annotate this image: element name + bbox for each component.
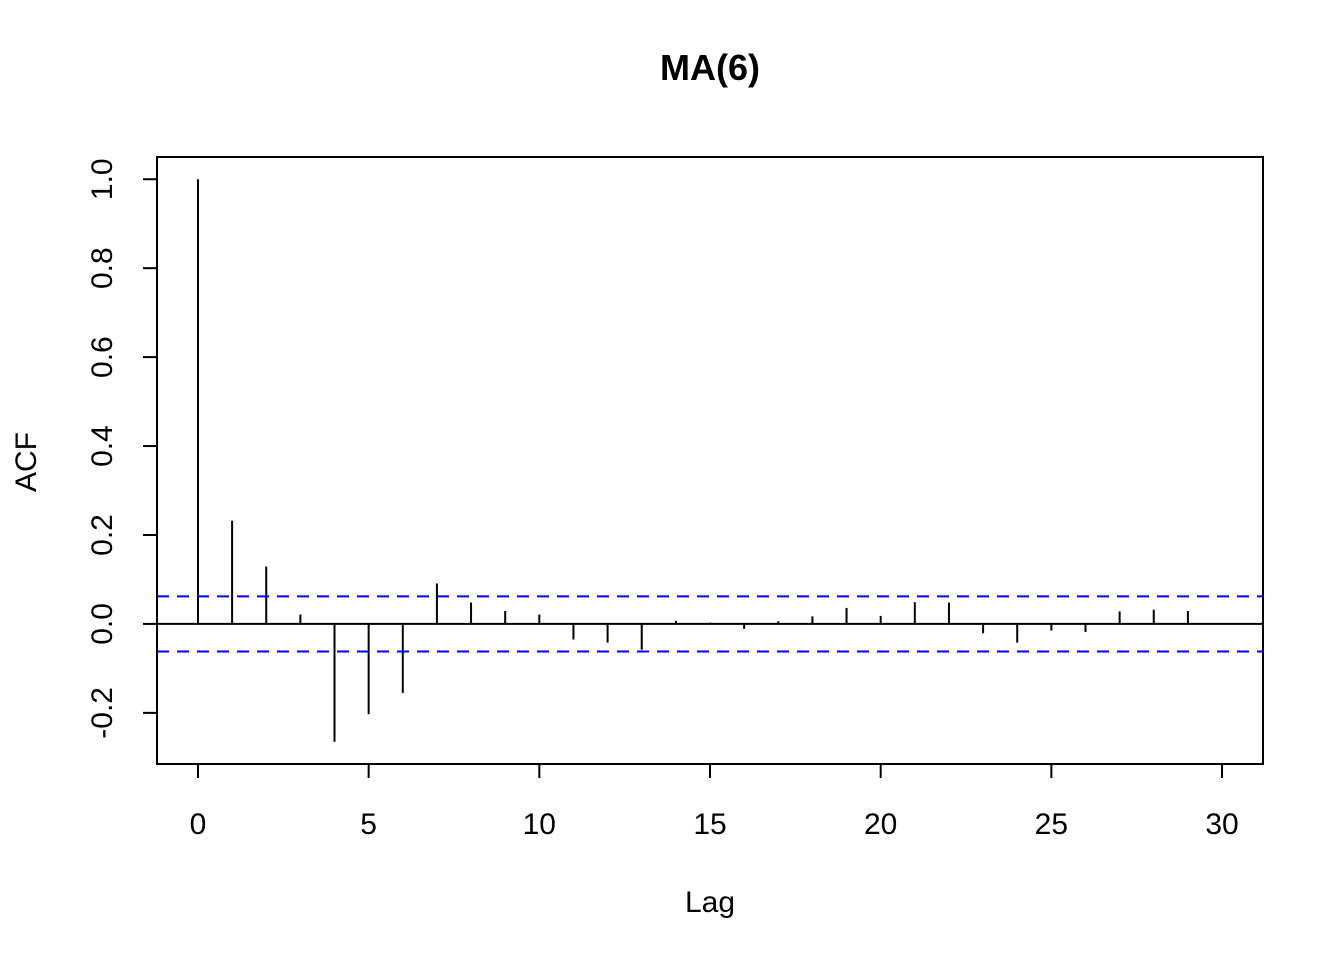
y-axis-label: ACF	[10, 432, 43, 492]
x-axis-label: Lag	[685, 886, 735, 919]
x-tick-label: 20	[864, 808, 897, 841]
x-tick-label: 0	[190, 808, 207, 841]
x-tick-label: 5	[360, 808, 377, 841]
y-tick-label: 0.4	[86, 425, 119, 467]
y-tick-label: 1.0	[86, 158, 119, 200]
y-axis: -0.2 0.0 0.2 0.4 0.6 0.8 1.0	[86, 158, 158, 739]
y-tick-label: 0.0	[86, 603, 119, 645]
x-axis: 0 5 10 15 20 25 30	[190, 763, 1239, 841]
y-tick-label: 0.6	[86, 336, 119, 378]
x-tick-label: 10	[523, 808, 556, 841]
x-tick-label: 30	[1205, 808, 1238, 841]
confidence-bounds	[157, 595, 1263, 653]
x-tick-label: 25	[1035, 808, 1068, 841]
acf-bars	[157, 179, 1263, 742]
y-tick-label: 0.2	[86, 514, 119, 556]
chart-title: MA(6)	[660, 47, 760, 88]
y-tick-label: 0.8	[86, 247, 119, 289]
x-tick-label: 15	[693, 808, 726, 841]
y-tick-label: -0.2	[86, 687, 119, 739]
plot-frame	[156, 156, 1264, 765]
